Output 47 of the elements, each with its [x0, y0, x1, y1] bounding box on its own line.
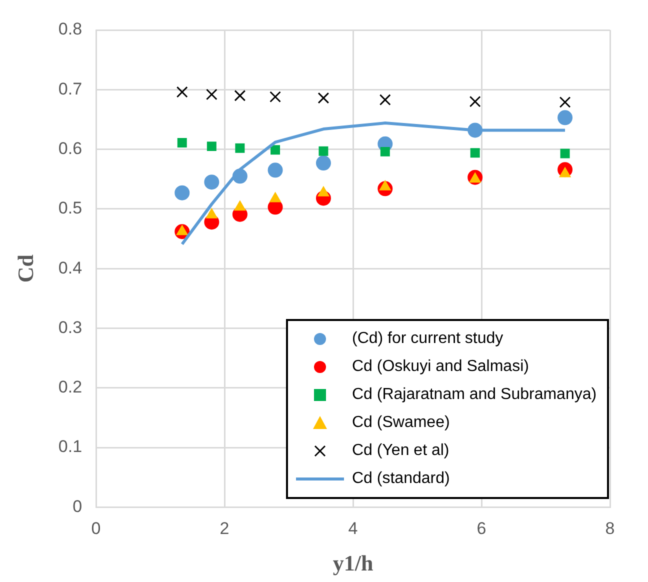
point	[177, 138, 187, 148]
point	[268, 162, 283, 178]
point	[270, 192, 281, 202]
point	[318, 146, 328, 156]
point	[235, 143, 245, 153]
point	[558, 110, 573, 126]
point	[206, 142, 216, 152]
point	[318, 92, 330, 104]
y-tick-label: 0.3	[58, 318, 82, 337]
point	[204, 174, 220, 190]
point	[470, 148, 480, 158]
y-tick-label: 0.5	[58, 198, 82, 218]
point	[380, 146, 390, 156]
point	[379, 94, 391, 106]
point	[270, 145, 280, 155]
x-tick-label: 4	[348, 519, 358, 538]
point	[559, 96, 571, 108]
point	[176, 86, 188, 98]
point	[234, 90, 246, 102]
x-tick-label: 0	[91, 519, 101, 538]
y-tick-label: 0.6	[58, 138, 82, 158]
point	[318, 186, 330, 196]
x-tick-label: 8	[605, 519, 615, 538]
point	[234, 200, 246, 211]
y-tick-label: 0	[72, 496, 82, 516]
legend-label: Cd (Rajaratnam and Subramanya)	[352, 386, 597, 404]
y-tick-label: 0.2	[58, 378, 82, 397]
legend-label: Cd (Swamee)	[352, 414, 450, 432]
point	[469, 96, 481, 108]
y-tick-label: 0.1	[58, 437, 82, 456]
x-axis-title: y1/h	[332, 550, 374, 576]
y-tick-label: 0.8	[58, 20, 82, 39]
y-tick-label: 0.4	[58, 258, 82, 278]
legend-label: Cd (Yen et al)	[352, 442, 450, 460]
point	[270, 91, 281, 103]
x-tick-label: 6	[476, 519, 486, 538]
legend-label: Cd (Oskuyi and Salmasi)	[352, 358, 529, 376]
point	[206, 208, 218, 218]
point	[206, 88, 218, 100]
legend-label: (Cd) for current study	[352, 330, 504, 348]
point	[174, 185, 190, 200]
legend-label: Cd (standard)	[352, 470, 450, 488]
y-axis-title: Cd	[12, 254, 38, 283]
point	[560, 148, 570, 158]
y-tick-label: 0.7	[58, 79, 82, 98]
x-tick-label: 2	[220, 519, 230, 538]
point	[316, 156, 331, 171]
